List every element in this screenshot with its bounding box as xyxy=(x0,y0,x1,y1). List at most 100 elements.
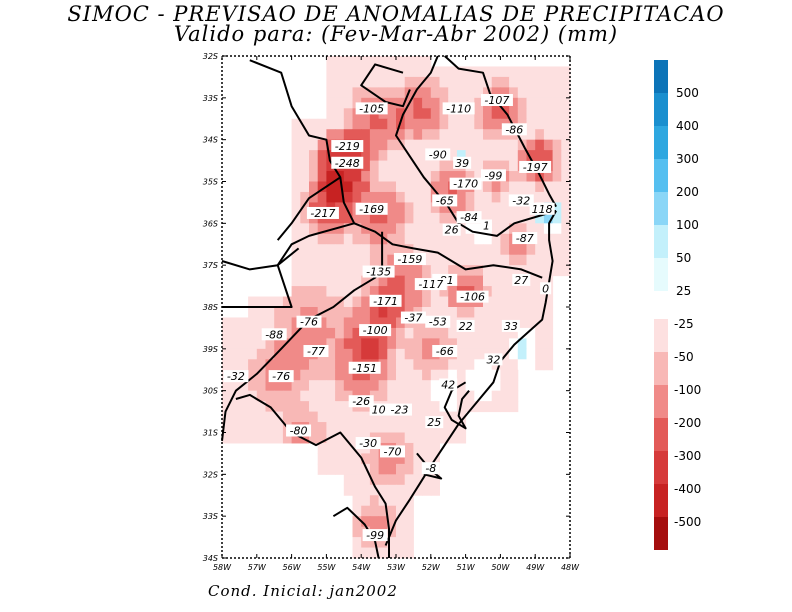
anomaly-cell xyxy=(483,66,493,78)
anomaly-cell xyxy=(509,87,519,99)
anomaly-cell xyxy=(535,191,545,203)
colorbar-swatch xyxy=(654,126,668,159)
anomaly-cell xyxy=(543,87,554,99)
anomaly-cell xyxy=(465,139,475,151)
anomaly-cell xyxy=(526,150,536,162)
anomaly-cell xyxy=(326,56,336,67)
anomaly-cell xyxy=(465,66,475,78)
anomaly-cell xyxy=(230,432,240,444)
anomaly-cell xyxy=(300,411,310,423)
anomaly-cell xyxy=(456,327,467,339)
anomaly-cell xyxy=(448,369,458,381)
anomaly-cell xyxy=(404,453,414,465)
anomaly-cell xyxy=(309,327,319,339)
anomaly-cell xyxy=(343,244,353,256)
anomaly-cell xyxy=(317,401,327,413)
value-label-bg xyxy=(439,378,458,391)
anomaly-cell xyxy=(352,307,362,318)
value-label-bg xyxy=(442,223,461,236)
anomaly-cell xyxy=(361,474,371,486)
anomaly-cell xyxy=(309,233,319,245)
anomaly-cell xyxy=(352,212,362,224)
anomaly-cell xyxy=(335,97,345,109)
anomaly-cell xyxy=(317,463,327,475)
anomaly-cell xyxy=(369,369,380,381)
anomaly-cell xyxy=(369,307,380,318)
anomaly-cell xyxy=(291,390,301,402)
anomaly-cell xyxy=(256,432,266,444)
anomaly-cell xyxy=(282,307,293,318)
anomaly-cell xyxy=(543,76,554,88)
anomaly-cell xyxy=(343,265,353,277)
value-label: -70 xyxy=(384,445,402,458)
colorbar-swatch xyxy=(654,225,668,258)
anomaly-cell xyxy=(456,150,467,162)
anomaly-cell xyxy=(352,275,362,287)
anomaly-cell xyxy=(483,390,493,402)
anomaly-cell xyxy=(361,66,371,78)
anomaly-cell xyxy=(256,317,266,329)
anomaly-cell xyxy=(248,296,258,308)
anomaly-cell xyxy=(256,359,266,371)
anomaly-cell xyxy=(378,411,388,423)
anomaly-cell xyxy=(378,338,388,350)
anomaly-cell xyxy=(422,191,432,203)
anomaly-cell xyxy=(526,275,536,287)
anomaly-cell xyxy=(509,108,519,120)
anomaly-cell xyxy=(265,359,275,371)
anomaly-cell xyxy=(326,160,336,172)
anomaly-cell xyxy=(282,359,293,371)
anomaly-cell xyxy=(361,191,371,203)
anomaly-cell xyxy=(248,359,258,371)
anomaly-cell xyxy=(361,254,371,266)
anomaly-cell xyxy=(291,411,301,423)
value-label-bg xyxy=(529,202,555,215)
anomaly-cell xyxy=(509,369,519,381)
anomaly-cell xyxy=(491,66,501,78)
lat-label: 36S xyxy=(203,219,218,228)
anomaly-cell xyxy=(422,87,432,99)
anomaly-cell xyxy=(352,411,362,423)
anomaly-cell xyxy=(326,380,336,392)
anomaly-cell xyxy=(439,202,449,214)
anomaly-cell xyxy=(335,150,345,162)
anomaly-cell xyxy=(309,139,319,151)
anomaly-cell xyxy=(291,275,301,287)
anomaly-cell xyxy=(387,118,397,130)
anomaly-cell xyxy=(413,327,423,339)
anomaly-cell xyxy=(448,244,458,256)
colorbar-swatch xyxy=(654,159,668,192)
anomaly-cell xyxy=(369,181,380,193)
value-label-bg xyxy=(369,294,402,307)
anomaly-cell xyxy=(343,108,353,120)
boundary-line xyxy=(360,63,411,108)
anomaly-cell xyxy=(491,286,501,298)
anomaly-cell xyxy=(396,191,406,203)
anomaly-cell xyxy=(439,171,449,182)
value-label-bg xyxy=(421,462,440,475)
value-label-bg xyxy=(456,319,475,332)
anomaly-cell xyxy=(222,401,232,413)
anomaly-cell xyxy=(552,171,562,182)
anomaly-cell xyxy=(291,432,301,444)
anomaly-cell xyxy=(239,432,249,444)
anomaly-cell xyxy=(500,275,510,287)
value-label: -30 xyxy=(359,437,377,450)
anomaly-cell xyxy=(343,286,353,298)
anomaly-cell xyxy=(343,369,353,381)
anomaly-cell xyxy=(309,118,319,130)
anomaly-cell xyxy=(526,171,536,182)
value-label-bg xyxy=(380,445,406,458)
anomaly-cell xyxy=(387,495,397,507)
anomaly-cell xyxy=(291,401,301,413)
anomaly-cell xyxy=(526,181,536,193)
anomaly-cell xyxy=(378,223,388,235)
value-label: -88 xyxy=(265,328,283,341)
value-label: 22 xyxy=(459,320,473,333)
anomaly-cell xyxy=(387,348,397,360)
colorbar-label: 200 xyxy=(676,185,699,199)
anomaly-cell xyxy=(517,108,527,120)
anomaly-cell xyxy=(509,296,519,308)
anomaly-cell xyxy=(448,296,458,308)
anomaly-cell xyxy=(291,359,301,371)
